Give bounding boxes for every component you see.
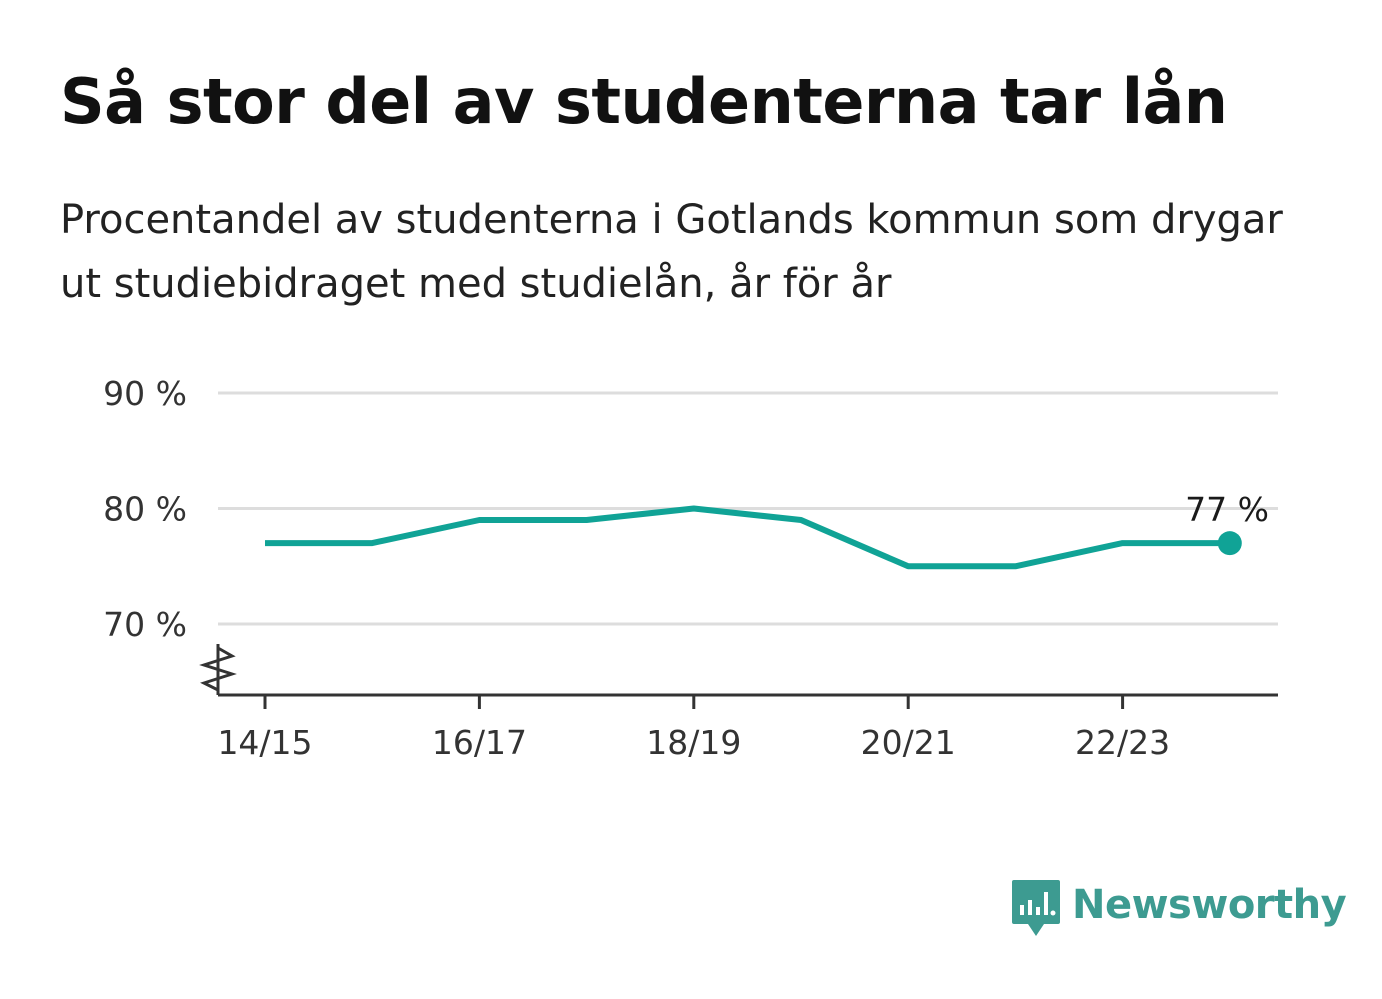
x-tick-label-8: 22/23 <box>1075 723 1170 762</box>
y-tick-label-80: 80 % <box>103 490 187 529</box>
x-axis-labels: 14/15 16/17 18/19 20/21 22/23 <box>217 723 1170 762</box>
chart-subtitle: Procentandel av studenterna i Gotlands k… <box>60 197 1283 307</box>
gridlines <box>218 391 1278 626</box>
chart-title: Så stor del av studenterna tar lån <box>60 65 1228 138</box>
x-tick-label-4: 18/19 <box>646 723 741 762</box>
series-layer: 77 % <box>265 490 1269 570</box>
brand-name: Newsworthy <box>1072 882 1347 928</box>
y-tick-label-70: 70 % <box>103 605 187 644</box>
y-tick-label-90: 90 % <box>103 374 187 413</box>
x-axis <box>199 644 1278 709</box>
brand-logo: Newsworthy <box>1010 878 1347 940</box>
newsworthy-chart-icon <box>1012 880 1060 936</box>
end-point-marker <box>1217 531 1242 556</box>
axis-break-icon <box>199 646 237 692</box>
y-axis-labels: 70 % 80 % 90 % <box>103 374 187 644</box>
end-value-label: 77 % <box>1185 490 1269 529</box>
series-line-0 <box>265 505 1230 570</box>
x-tick-label-2: 16/17 <box>432 723 527 762</box>
x-tick-label-6: 20/21 <box>861 723 956 762</box>
x-tick-label-0: 14/15 <box>217 723 312 762</box>
